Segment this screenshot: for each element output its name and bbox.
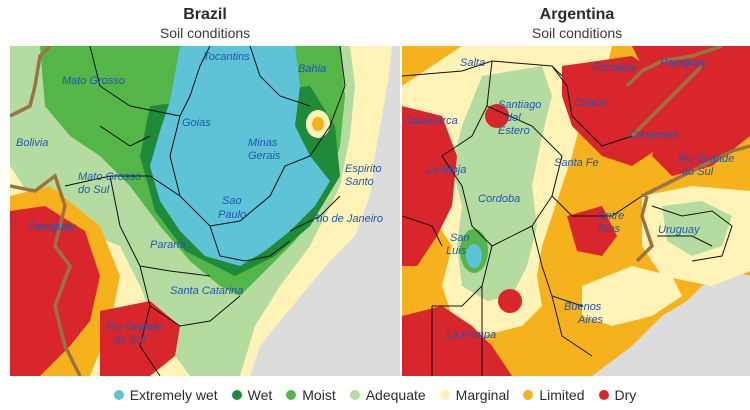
label-la-pampa: La Pampa: [446, 329, 496, 341]
arg-province-borders: [402, 60, 733, 376]
label-aires: Aires: [577, 314, 604, 326]
brazil-state-borders: [64, 46, 346, 376]
legend-swatch: [439, 390, 450, 400]
legend-label: Marginal: [455, 387, 510, 403]
argentina-map: Salta Formosa Paraguay Catamarca Santiag…: [402, 46, 750, 376]
brazil-subtitle: Soil conditions: [159, 25, 251, 41]
label-rgs-ar-1: Rio Grande: [678, 153, 734, 165]
arg-extremely-wet-spot: [466, 244, 482, 268]
legend-label: Moist: [302, 387, 336, 403]
label-entre: Entre: [598, 210, 624, 222]
legend-label: Dry: [614, 387, 637, 403]
label-del: del: [506, 112, 521, 124]
arg-dry-santiago: [485, 104, 509, 128]
label-goias: Goias: [182, 117, 211, 129]
label-rgs-br-1: Rio Grande: [106, 321, 162, 333]
legend-item: Adequate: [349, 387, 426, 403]
label-catamarca: Catamarca: [404, 115, 458, 127]
legend-label: Extremely wet: [129, 387, 218, 403]
label-santo: Santo: [345, 176, 374, 188]
brazil-border-sw: [10, 173, 82, 376]
label-la-rioja: La Rioja: [426, 164, 466, 176]
legend-item: Wet: [231, 387, 273, 403]
label-formosa: Formosa: [592, 62, 635, 74]
label-gerais: Gerais: [248, 150, 281, 162]
legend-item: Dry: [598, 387, 637, 403]
arg-dry-southwest: [402, 306, 512, 376]
arg-marginal-buenos: [582, 266, 682, 326]
label-mato-grosso: Mato Grosso: [62, 75, 125, 87]
label-parana: Parana: [150, 239, 185, 251]
label-paraguay-br: Paraguay: [28, 221, 77, 233]
arg-dry-pampa-spot: [498, 289, 522, 313]
legend-swatch: [349, 390, 360, 400]
brazil-map: Tocantins Bahia Mato Grosso Goias Minas …: [10, 46, 400, 376]
brazil-limited-spot: [312, 117, 324, 131]
brazil-title: Brazil: [183, 6, 227, 23]
label-sao: Sao: [222, 195, 242, 207]
label-paulo: Paulo: [218, 209, 246, 221]
legend-item: Moist: [286, 387, 336, 403]
arg-ocean: [592, 271, 750, 376]
label-buenos: Buenos: [564, 301, 602, 313]
label-rgs-br-2: do Sul: [114, 334, 146, 346]
label-rio-de-janeiro: Rio de Janeiro: [312, 213, 383, 225]
argentina-map-svg: Salta Formosa Paraguay Catamarca Santiag…: [402, 46, 750, 376]
arg-dry-west: [402, 106, 457, 266]
label-santa-fe: Santa Fe: [554, 157, 599, 169]
label-san: San: [450, 232, 470, 244]
legend: Extremely wet Wet Moist Adequate Marginal Lim…: [0, 384, 750, 406]
label-santa-catarina: Santa Catarina: [170, 285, 243, 297]
brazil-country-borders: [10, 46, 82, 376]
label-rgs-ar-2: do Sul: [682, 166, 714, 178]
arg-border-brazil: [641, 144, 750, 198]
legend-swatch: [113, 390, 124, 400]
brazil-ocean: [250, 46, 400, 376]
label-chaco: Chaco: [574, 97, 606, 109]
label-minas: Minas: [248, 137, 278, 149]
label-mgs-1: Mato Grosso: [78, 171, 141, 183]
legend-label: Limited: [539, 387, 585, 403]
label-corrientes: Corrientes: [628, 129, 679, 141]
label-espirito: Espirito: [345, 163, 382, 175]
label-luis: Luis: [446, 245, 467, 257]
label-mgs-2: do Sul: [78, 184, 110, 196]
label-bolivia: Bolivia: [16, 137, 48, 149]
legend-swatch: [598, 390, 609, 400]
legend-item: Marginal: [439, 387, 510, 403]
label-cordoba: Cordoba: [478, 193, 520, 205]
argentina-title: Argentina: [539, 6, 615, 23]
legend-item: Limited: [523, 387, 585, 403]
arg-dry-entre-rios: [567, 206, 617, 256]
arg-dry-northeast: [632, 46, 750, 176]
arg-border-uruguay: [635, 195, 655, 263]
brazil-border-nw: [10, 46, 52, 118]
arg-country-borders: [625, 46, 750, 263]
brazil-map-svg: Tocantins Bahia Mato Grosso Goias Minas …: [10, 46, 400, 376]
brazil-header: Brazil Soil conditions: [20, 0, 390, 42]
legend-swatch: [231, 390, 242, 400]
legend-swatch: [523, 390, 534, 400]
label-santiago: Santiago: [498, 99, 541, 111]
label-estero: Estero: [498, 125, 530, 137]
arg-border-paraguay: [625, 46, 723, 88]
arg-border-parana: [630, 64, 704, 138]
argentina-subtitle: Soil conditions: [531, 25, 623, 41]
legend-label: Wet: [247, 387, 273, 403]
label-salta: Salta: [460, 57, 485, 69]
brazil-dry-west: [10, 206, 100, 376]
label-rios: Rios: [598, 223, 621, 235]
label-paraguay-ar: Paraguay: [660, 57, 709, 69]
legend-item: Extremely wet: [113, 387, 218, 403]
label-tocantins: Tocantins: [203, 51, 250, 63]
label-bahia: Bahia: [298, 63, 326, 75]
legend-swatch: [286, 390, 297, 400]
brazil-dry-south: [100, 301, 180, 376]
legend-label: Adequate: [365, 387, 426, 403]
argentina-header: Argentina Soil conditions: [392, 0, 750, 42]
label-uruguay: Uruguay: [658, 224, 701, 236]
